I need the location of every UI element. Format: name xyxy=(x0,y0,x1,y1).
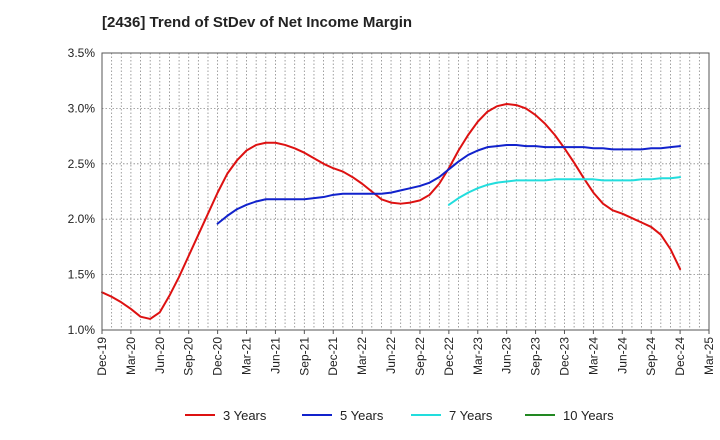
series-line-3-years xyxy=(101,102,682,320)
x-tick-label: Dec-23 xyxy=(557,337,571,376)
x-tick-label: Sep-24 xyxy=(644,337,658,376)
grid-lines xyxy=(102,53,709,330)
x-tick-label: Jun-23 xyxy=(500,337,514,374)
plot-background xyxy=(102,53,709,330)
legend: 3 Years 5 Years 7 Years 10 Years xyxy=(185,408,614,423)
x-tick-label: Mar-22 xyxy=(355,337,369,375)
y-tick-label: 2.0% xyxy=(68,212,96,226)
chart-title: [2436] Trend of StDev of Net Income Marg… xyxy=(102,14,413,31)
x-tick-label: Dec-21 xyxy=(326,337,340,376)
y-tick-label: 1.0% xyxy=(68,323,96,337)
y-axis-ticks: 1.0% 1.5% 2.0% 2.5% 3.0% 3.5% xyxy=(68,46,96,337)
x-tick-label: Sep-23 xyxy=(529,337,543,376)
y-tick-label: 3.0% xyxy=(68,101,96,115)
x-tick-label: Dec-20 xyxy=(211,337,225,376)
x-tick-label: Jun-21 xyxy=(268,337,282,374)
legend-label: 7 Years xyxy=(449,408,493,423)
series-lines xyxy=(101,102,682,320)
x-tick-label: Dec-24 xyxy=(673,337,687,376)
x-tick-label: Mar-23 xyxy=(471,337,485,375)
x-tick-label: Mar-20 xyxy=(124,337,138,375)
legend-label: 10 Years xyxy=(563,408,614,423)
x-tick-label: Sep-21 xyxy=(297,337,311,376)
x-tick-label: Jun-24 xyxy=(615,337,629,374)
x-tick-label: Dec-22 xyxy=(442,337,456,376)
legend-label: 3 Years xyxy=(223,408,267,423)
x-tick-label: Mar-25 xyxy=(702,337,716,375)
x-tick-label: Jun-20 xyxy=(153,337,167,374)
x-axis-ticks: Dec-19 Mar-20 Jun-20 Sep-20 Dec-20 Mar-21 Jun-… xyxy=(95,330,716,376)
series-line-5-years xyxy=(216,143,682,225)
y-tick-label: 3.5% xyxy=(68,46,96,60)
x-tick-label: Sep-20 xyxy=(182,337,196,376)
y-tick-label: 2.5% xyxy=(68,157,96,171)
x-tick-label: Jun-22 xyxy=(384,337,398,374)
x-tick-label: Dec-19 xyxy=(95,337,109,376)
series-line-7-years xyxy=(447,176,682,206)
plot-frame xyxy=(101,52,710,331)
x-tick-label: Mar-24 xyxy=(586,337,600,375)
y-tick-label: 1.5% xyxy=(68,268,96,282)
legend-label: 5 Years xyxy=(340,408,384,423)
x-tick-label: Mar-21 xyxy=(240,337,254,375)
x-tick-label: Sep-22 xyxy=(413,337,427,376)
